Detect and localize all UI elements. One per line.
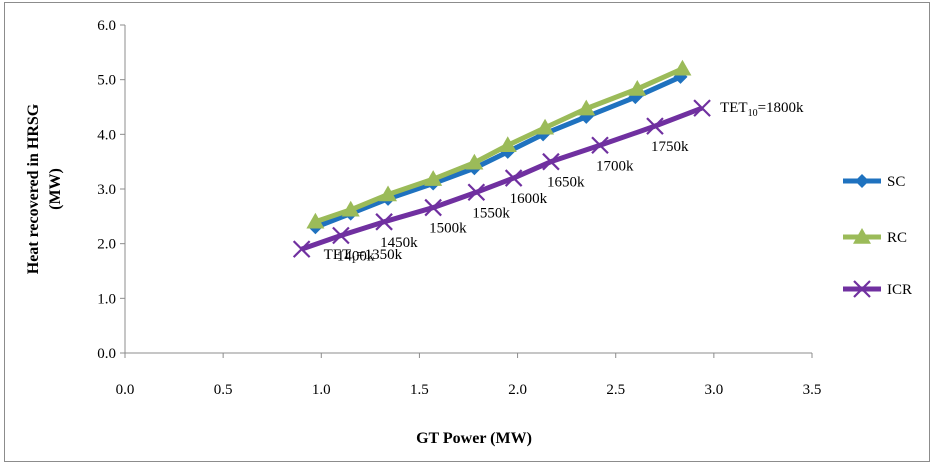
axes <box>124 25 812 354</box>
y-tick-label: 2.0 <box>97 237 116 253</box>
tet-annotation: 1750k <box>651 139 689 155</box>
tet-first-subscript: 1 <box>351 255 356 266</box>
legend-item-icr: ICR <box>843 280 912 298</box>
tet-first-annotation: TET1=1350k <box>324 247 403 266</box>
x-tick-label: 3.0 <box>704 382 723 398</box>
data-point-icr <box>467 183 486 202</box>
data-point-icr <box>292 240 311 258</box>
data-point-rc <box>306 212 325 229</box>
data-point-icr <box>332 226 350 245</box>
x-tick-label: 2.5 <box>606 382 625 398</box>
y-tick-label: 6.0 <box>97 18 116 34</box>
legend-label: ICR <box>887 282 912 298</box>
tet-first-rest: =1350k <box>356 247 402 263</box>
x-tick-label: 0.5 <box>214 382 233 398</box>
y-axis-title: Heat recovered in HRSG (MW) <box>25 103 64 274</box>
x-tick-label: 1.0 <box>312 382 331 398</box>
x-tick-label: 1.5 <box>410 382 429 398</box>
series-group <box>292 59 711 258</box>
data-point-icr <box>591 136 609 155</box>
legend-item-rc: RC <box>843 228 907 246</box>
legend-marker-sc <box>855 174 869 188</box>
tet-annotation: 1700k <box>596 158 634 174</box>
data-point-rc <box>628 79 647 96</box>
data-point-icr <box>646 117 664 135</box>
legend-marker-icr <box>853 280 871 298</box>
legend-marker-rc <box>853 228 871 244</box>
series-icr <box>292 99 711 258</box>
tet-annotation: 1550k <box>472 205 510 221</box>
tet-annotation: 1500k <box>429 221 467 237</box>
series-line-rc <box>314 66 684 225</box>
annotations: TET1=1350k TET10=1800k 1400k1450k1500k15… <box>324 100 804 266</box>
tet-annotation: 1650k <box>547 175 585 191</box>
tet-last-main: TET <box>720 100 748 116</box>
legend-label: SC <box>887 174 905 190</box>
y-tick-label: 5.0 <box>97 73 116 89</box>
series-line-icr <box>300 105 703 252</box>
tet-annotation: 1600k <box>510 191 548 207</box>
tet-annotation: 1450k <box>380 235 418 251</box>
tet-last-annotation: TET10=1800k <box>720 100 804 119</box>
legend-item-sc: SC <box>843 174 905 190</box>
data-point-rc <box>424 170 443 186</box>
tet-last-subscript: 10 <box>748 108 758 119</box>
x-tick-label: 0.0 <box>116 382 135 398</box>
data-point-icr <box>504 169 523 187</box>
y-axis-title-line-1: Heat recovered in HRSG <box>25 103 42 274</box>
y-axis-title-line-2: (MW) <box>47 168 64 210</box>
tet-annotation: 1400k <box>337 248 375 264</box>
data-point-rc <box>577 99 596 116</box>
data-point-icr <box>542 152 560 171</box>
series-line-sc <box>314 74 682 230</box>
data-point-rc <box>465 153 484 170</box>
y-tick-label: 1.0 <box>97 291 116 307</box>
data-point-rc <box>673 59 692 76</box>
data-point-rc <box>498 136 517 153</box>
y-tick-label: 0.0 <box>97 346 116 362</box>
data-point-icr <box>693 99 711 117</box>
chart-frame <box>4 2 930 462</box>
legend: SC RC ICR <box>843 174 912 298</box>
x-tick-label: 2.0 <box>508 382 527 398</box>
data-point-rc <box>536 118 555 135</box>
series-rc <box>306 59 692 229</box>
tick-labels: 0.0 1.0 2.0 3.0 4.0 5.0 6.0 0.0 0.5 1.0 1.5 2.0 2.5 3… <box>97 18 821 398</box>
data-point-rc <box>341 200 360 217</box>
y-tick-label: 3.0 <box>97 182 116 198</box>
tet-last-rest: =1800k <box>758 100 804 116</box>
data-point-icr <box>424 198 442 217</box>
tet-first-main: TET <box>324 247 352 263</box>
y-tick-label: 4.0 <box>97 127 116 143</box>
x-tick-label: 3.5 <box>803 382 822 398</box>
legend-label: RC <box>887 230 907 246</box>
data-point-icr <box>375 213 393 231</box>
data-point-rc <box>379 185 398 202</box>
x-axis-title: GT Power (MW) <box>416 430 532 447</box>
